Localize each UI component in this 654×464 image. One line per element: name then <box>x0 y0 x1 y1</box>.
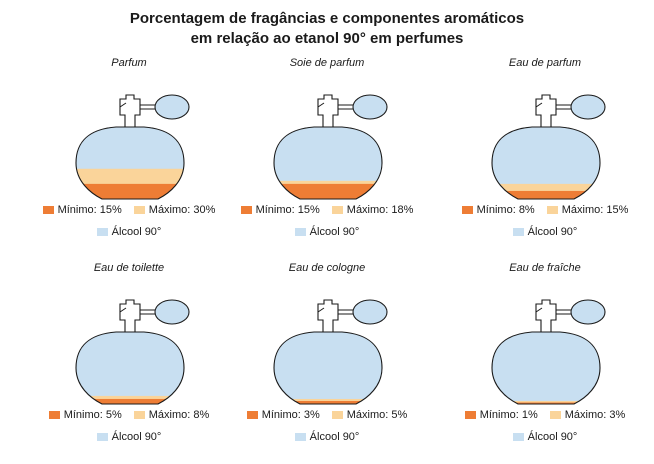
atomizer-bulb <box>154 299 190 325</box>
legend-alcool-label: Álcool 90° <box>111 226 162 238</box>
alcool-fill <box>76 332 184 404</box>
perfume-panel: Eau de cologne Mínimo: 3% Máximo: 5% Álc… <box>218 261 436 464</box>
bottle-diagram <box>75 299 190 405</box>
legend-swatch-maximo <box>133 206 145 214</box>
legend-swatch-minimo <box>461 206 473 214</box>
legend-max-label: Máximo: 8% <box>148 409 210 421</box>
bottle-neck <box>317 299 339 333</box>
legend-min-label: Mínimo: 3% <box>261 409 320 421</box>
atomizer-bulb <box>154 94 190 120</box>
bottle-outline <box>75 331 185 405</box>
bottle-diagram <box>273 94 388 200</box>
legend-alcool-label: Álcool 90° <box>309 431 360 443</box>
legend-swatch-maximo <box>546 206 558 214</box>
minimo-fill <box>76 183 184 199</box>
legend-max-label: Máximo: 30% <box>148 204 216 216</box>
nozzle <box>317 307 325 313</box>
legend-swatch-minimo <box>246 411 258 419</box>
panel-name: Eau de cologne <box>288 262 366 274</box>
legend-min-label: Mínimo: 1% <box>479 409 538 421</box>
legend-alcool-label: Álcool 90° <box>527 226 578 238</box>
legend-swatch-minimo <box>464 411 476 419</box>
legend-swatch-maximo <box>133 411 145 419</box>
legend-alcool-label: Álcool 90° <box>111 431 162 443</box>
alcool-fill <box>492 332 600 404</box>
legend-min-label: Mínimo: 8% <box>476 204 535 216</box>
minimo-fill <box>274 183 382 199</box>
legend-min-label: Mínimo: 5% <box>63 409 122 421</box>
perfume-panel: Eau de parfum Mínimo: 8% Máximo: 15% Álc… <box>436 56 654 259</box>
pump-tube <box>140 104 157 110</box>
pump-tube <box>556 104 573 110</box>
perfume-panel: Eau de toilette Mínimo: 5% Máximo: 8% Ál… <box>20 261 238 464</box>
bottle-neck <box>119 94 141 128</box>
title-line-1: Porcentagem de fragâncias e componentes … <box>129 10 525 27</box>
bottle-diagram <box>273 299 388 405</box>
bottle-outline <box>491 126 601 200</box>
panel-name: Eau de toilette <box>93 262 165 274</box>
perfume-panel: Soie de parfum Mínimo: 15% Máximo: 18% Á… <box>218 56 436 259</box>
legend-min-label: Mínimo: 15% <box>255 204 320 216</box>
pump-tube <box>140 309 157 315</box>
legend-max-label: Máximo: 3% <box>564 409 626 421</box>
bottle-neck <box>535 94 557 128</box>
legend-alcool-label: Álcool 90° <box>309 226 360 238</box>
bottle-neck <box>317 94 339 128</box>
atomizer-bulb <box>352 94 388 120</box>
legend-max-label: Máximo: 18% <box>346 204 414 216</box>
legend-max-label: Máximo: 5% <box>346 409 408 421</box>
legend-swatch-minimo <box>240 206 252 214</box>
legend-swatch-alcool <box>512 433 524 441</box>
legend-swatch-alcool <box>96 433 108 441</box>
bottle-outline <box>273 126 383 200</box>
chart-title: Porcentagem de fragâncias e componentes … <box>0 9 654 49</box>
panel-name: Parfum <box>111 57 147 69</box>
bottle-outline <box>491 331 601 405</box>
bottle-neck <box>119 299 141 333</box>
nozzle <box>119 307 127 313</box>
pump-tube <box>338 309 355 315</box>
panel-name: Soie de parfum <box>289 57 365 69</box>
legend-swatch-alcool <box>294 433 306 441</box>
legend-max-label: Máximo: 15% <box>561 204 629 216</box>
pump-tube <box>338 104 355 110</box>
minimo-fill <box>492 402 600 404</box>
legend-swatch-maximo <box>331 206 343 214</box>
bottle-diagram <box>75 94 190 200</box>
panel-name: Eau de parfum <box>508 57 582 69</box>
atomizer-bulb <box>570 299 606 325</box>
pump-tube <box>556 309 573 315</box>
minimo-fill <box>492 190 600 199</box>
legend-swatch-alcool <box>294 228 306 236</box>
bottle-outline <box>273 331 383 405</box>
alcool-fill <box>492 127 600 199</box>
legend-swatch-alcool <box>96 228 108 236</box>
perfume-panel: Eau de fraîche Mínimo: 1% Máximo: 3% Álc… <box>436 261 654 464</box>
alcool-fill <box>274 332 382 404</box>
nozzle <box>317 102 325 108</box>
minimo-fill <box>274 400 382 404</box>
legend-swatch-maximo <box>549 411 561 419</box>
perfume-panel: Parfum Mínimo: 15% Máximo: 30% Álcool 90… <box>20 56 238 259</box>
legend-alcool-label: Álcool 90° <box>527 431 578 443</box>
legend-min-label: Mínimo: 15% <box>57 204 122 216</box>
legend-swatch-maximo <box>331 411 343 419</box>
atomizer-bulb <box>570 94 606 120</box>
atomizer-bulb <box>352 299 388 325</box>
panel-name: Eau de fraîche <box>509 262 581 274</box>
legend-swatch-minimo <box>48 411 60 419</box>
nozzle <box>535 307 543 313</box>
minimo-fill <box>76 398 184 404</box>
maximo-fill <box>492 400 600 404</box>
title-line-2: em relação ao etanol 90° em perfumes <box>190 30 464 47</box>
legend-swatch-alcool <box>512 228 524 236</box>
nozzle <box>535 102 543 108</box>
bottle-diagram <box>491 299 606 405</box>
legend-swatch-minimo <box>42 206 54 214</box>
bottle-diagram <box>491 94 606 200</box>
bottle-neck <box>535 299 557 333</box>
bottle-outline <box>75 126 185 200</box>
nozzle <box>119 102 127 108</box>
